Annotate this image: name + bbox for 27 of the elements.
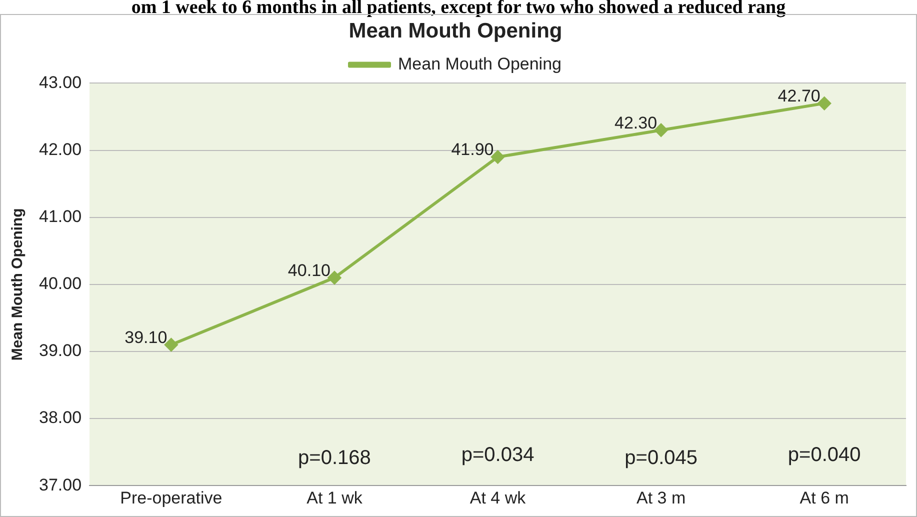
y-tick-label: 42.00	[38, 140, 82, 159]
x-tick-label: At 4 wk	[470, 488, 526, 508]
data-label: 40.10	[288, 260, 330, 280]
y-tick-label: 37.00	[38, 475, 82, 494]
data-label: 42.70	[778, 86, 820, 106]
annotation: p=0.040	[788, 444, 861, 466]
x-tick-label: At 1 wk	[306, 488, 363, 508]
y-tick-label: 38.00	[38, 408, 82, 428]
y-tick-label: 40.00	[38, 274, 82, 294]
y-tick-label: 41.00	[38, 207, 82, 226]
annotation: p=0.034	[461, 444, 534, 466]
data-label: 41.90	[451, 140, 494, 160]
point	[164, 338, 178, 352]
y-axis-title: Mean Mouth Opening	[9, 208, 26, 361]
y-tick-label: 43.00	[38, 72, 82, 92]
x-tick-label: At 3 m	[636, 488, 686, 508]
legend-label: Mean Mouth Opening	[398, 54, 562, 74]
point	[491, 150, 504, 164]
chart-title: Mean Mouth Opening	[348, 19, 562, 42]
x-tick-label: Pre-operative	[120, 488, 222, 508]
x-tick-label: At 6 m	[800, 488, 849, 508]
y-tick-label: 39.00	[38, 341, 82, 360]
annotation: p=0.168	[298, 447, 371, 470]
point	[654, 124, 668, 137]
data-label: 39.10	[124, 328, 168, 347]
data-label: 42.30	[614, 113, 658, 132]
annotation: p=0.045	[624, 447, 698, 470]
